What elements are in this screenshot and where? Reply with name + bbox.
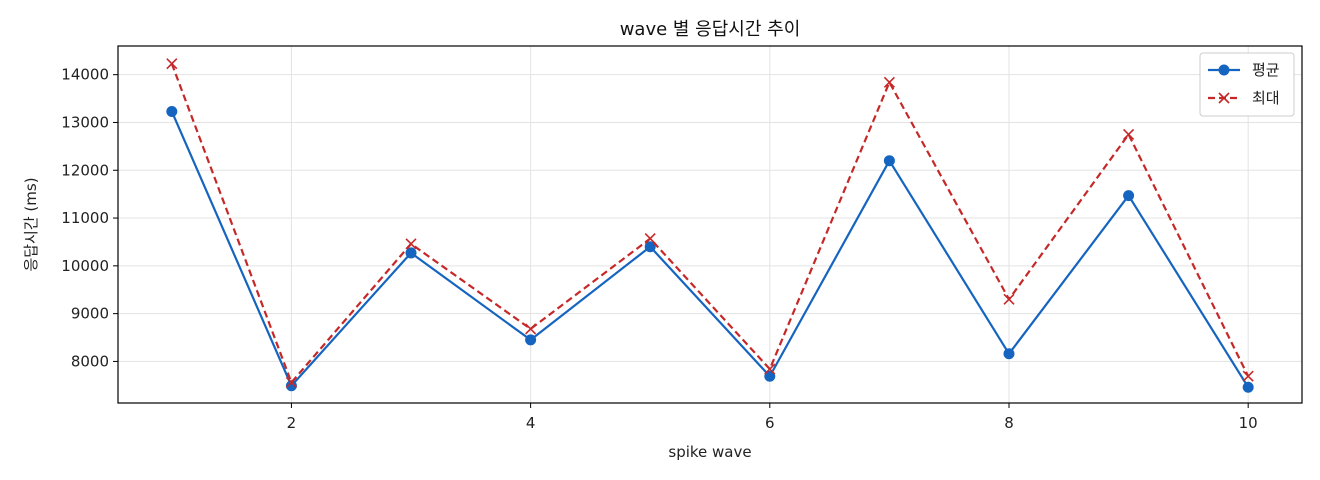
data-point [644,241,656,253]
data-point [525,334,537,346]
series-layer [166,58,1254,393]
series-2 [166,58,1254,389]
legend-marker [1218,64,1230,76]
tick-layer: 2 4 6 8 10 8000 9000 10000 11000 12000 13000 14000 [61,66,1257,432]
data-point [1242,370,1254,382]
x-tick-label: 8 [1004,414,1014,432]
data-point [166,105,178,117]
data-point [883,155,895,167]
legend-label: 최대 [1252,89,1280,107]
data-point [764,363,776,375]
data-point [1123,190,1135,202]
data-point [1003,293,1015,305]
x-tick-label: 4 [526,414,536,432]
data-point [285,376,297,389]
y-tick-label: 14000 [61,66,109,84]
chart-title: wave 별 응답시간 추이 [620,19,801,40]
y-tick-label: 9000 [71,305,109,323]
data-point [405,238,417,250]
data-point [1242,381,1254,393]
legend-box [1199,52,1295,117]
x-tick-label: 6 [765,414,775,432]
y-tick-label: 10000 [61,257,109,275]
series-line [170,63,1250,384]
y-tick-label: 12000 [61,161,109,179]
y-tick-label: 13000 [61,113,109,131]
y-tick-label: 11000 [61,209,109,227]
legend-marker [1218,92,1230,104]
data-point [883,76,895,88]
data-point [525,323,537,335]
data-point [764,370,776,382]
data-point [1003,348,1015,360]
data-point [1123,128,1135,140]
series-line [170,111,1250,388]
legend-label: 평균 [1252,61,1280,79]
data-point [166,58,178,70]
data-point [405,247,417,259]
legend-item: 평균 [1208,61,1280,79]
legend-item: 최대 [1208,89,1280,107]
series-1 [166,105,1254,393]
grid-layer [118,46,1302,403]
x-axis-title: spike wave [668,443,751,461]
data-point [644,233,656,245]
x-tick-label: 10 [1239,414,1258,432]
plot-area-frame [117,45,1303,404]
y-tick-label: 8000 [71,352,109,370]
x-tick-label: 2 [287,414,297,432]
y-axis-title: 응답시간 (ms) [22,177,40,271]
